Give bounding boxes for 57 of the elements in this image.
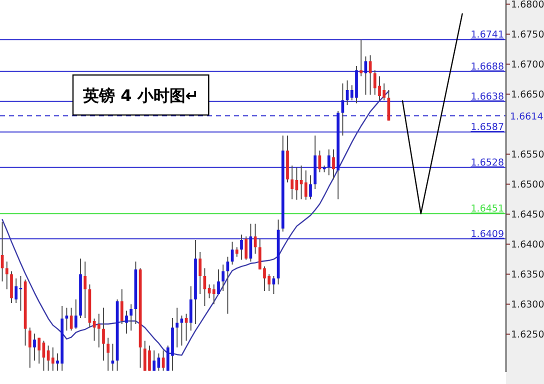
candlestick bbox=[198, 252, 202, 294]
candlestick bbox=[10, 270, 13, 304]
y-tick-label: 1.6750 bbox=[511, 30, 544, 41]
candlestick bbox=[212, 284, 216, 305]
y-tick-label: 1.6800 bbox=[511, 0, 544, 11]
line-series bbox=[402, 13, 463, 214]
ref-line-label: 1.6587 bbox=[470, 122, 504, 133]
ref-line-label: 1.6741 bbox=[470, 30, 504, 41]
candlestick bbox=[106, 337, 110, 372]
y-tick-label: 1.6650 bbox=[511, 90, 544, 101]
annotation: 英镑 4 小时图↵ bbox=[82, 86, 199, 105]
candlestick bbox=[28, 327, 32, 368]
candlestick bbox=[130, 304, 133, 332]
candlestick bbox=[84, 261, 87, 318]
ref-line-label: 1.6528 bbox=[470, 157, 504, 168]
candlestick bbox=[120, 288, 124, 324]
candlestick bbox=[332, 148, 335, 180]
candlestick bbox=[176, 307, 179, 348]
candlestick bbox=[157, 352, 160, 372]
ref-line-label: 1.6451 bbox=[470, 204, 504, 215]
y-tick-label: 1.6300 bbox=[511, 300, 544, 311]
candlestick bbox=[162, 350, 165, 372]
candlestick bbox=[5, 261, 8, 290]
candlestick bbox=[184, 313, 188, 342]
candlestick bbox=[102, 307, 105, 362]
candlestick bbox=[125, 310, 128, 334]
candlestick bbox=[74, 298, 78, 330]
y-tick-label: 1.6500 bbox=[511, 180, 544, 191]
candlestick bbox=[304, 170, 308, 200]
candlestick bbox=[33, 333, 36, 362]
ref-line-label: 1.6614 bbox=[510, 111, 544, 122]
candlestick bbox=[189, 286, 192, 332]
candlestick bbox=[341, 82, 344, 136]
ref-line-label: 1.6638 bbox=[470, 91, 504, 102]
candlestick bbox=[309, 174, 312, 200]
candlestick bbox=[38, 337, 41, 364]
candlestick bbox=[97, 313, 100, 348]
candlestick bbox=[180, 315, 184, 346]
candlestick bbox=[244, 236, 248, 260]
candlestick bbox=[14, 278, 18, 304]
candlestick bbox=[327, 148, 330, 176]
y-tick-label: 1.6450 bbox=[511, 210, 544, 221]
candlestick bbox=[51, 346, 54, 372]
candlestick bbox=[360, 39, 363, 77]
candlestick bbox=[217, 268, 220, 294]
y-tick-label: 1.6250 bbox=[511, 330, 544, 341]
ref-line-label: 1.6409 bbox=[470, 228, 504, 240]
candlestick bbox=[222, 264, 225, 292]
candlestick bbox=[235, 246, 238, 258]
candlestick bbox=[152, 350, 156, 372]
candlestick bbox=[290, 165, 294, 200]
y-tick-label: 1.6700 bbox=[511, 60, 544, 71]
ref-line-label: 1.6688 bbox=[470, 61, 504, 72]
candlestick bbox=[240, 234, 243, 260]
y-tick-label: 1.6350 bbox=[511, 270, 544, 281]
y-tick-label: 1.6550 bbox=[511, 150, 544, 161]
y-tick-label: 1.6400 bbox=[511, 240, 544, 251]
